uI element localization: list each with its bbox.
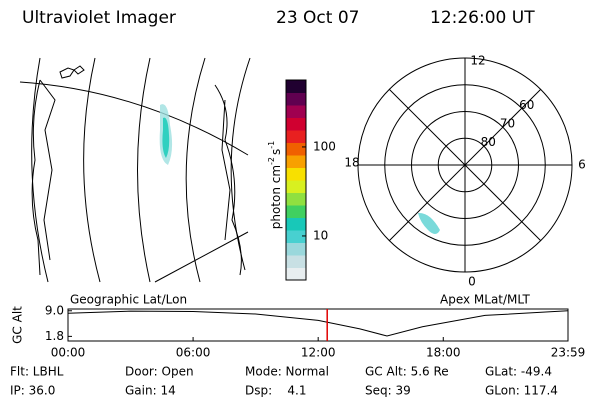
colorbar-swatch (286, 192, 306, 206)
colorbar-swatch (286, 230, 306, 243)
colorbar-swatch (286, 155, 306, 168)
orbit-xtick-label: 06:00 (176, 346, 211, 360)
status-field: Seq: 39 (365, 384, 411, 398)
polar-mlt-label: 12 (470, 54, 485, 68)
colorbar-exp: -2 (267, 157, 276, 165)
geographic-map (19, 57, 251, 283)
colorbar-swatch (286, 130, 306, 143)
polar-axis (388, 88, 542, 242)
status-field: Mode: Normal (245, 365, 329, 379)
colorbar-swatch (286, 105, 306, 118)
colorbar-exp: -1 (267, 141, 276, 149)
orbit-xtick-label: 18:00 (426, 346, 461, 360)
colorbar-frame (285, 79, 307, 281)
colorbar-swatch (286, 217, 306, 231)
polar-ring (384, 84, 546, 246)
polar-ring (437, 137, 493, 193)
status-field: Dsp: 4.1 (245, 384, 307, 398)
status-field: GLat: -49.4 (485, 365, 552, 379)
instrument: Ultraviolet Imager (22, 8, 176, 28)
polar-mlt-label: 6 (578, 158, 586, 172)
status-field: Door: Open (125, 365, 194, 379)
map-label: Geographic Lat/Lon (70, 293, 187, 307)
orbit-curve (67, 310, 569, 337)
colorbar-tick-label: 100 (313, 139, 336, 153)
polar-ring-label: 60 (519, 98, 534, 112)
colorbar-swatch (286, 92, 306, 106)
colorbar-swatch (286, 205, 306, 218)
polar-mlt-label: 18 (344, 156, 359, 170)
time: 12:26:00 UT (430, 8, 535, 28)
colorbar-unit: s (269, 149, 283, 155)
status-field: IP: 36.0 (10, 384, 55, 398)
colorbar-swatch (286, 267, 306, 281)
orbit-xtick-label: 12:00 (301, 346, 336, 360)
colorbar-swatch (286, 167, 306, 181)
date: 23 Oct 07 (276, 8, 359, 28)
polar-ring-label: 80 (481, 135, 496, 149)
colorbar-swatch (286, 80, 306, 93)
polar-ring (411, 111, 519, 219)
colorbar-swatch (286, 142, 306, 156)
colorbar-swatch (286, 242, 306, 256)
orbit-xtick-label: 00:00 (51, 346, 86, 360)
colorbar-swatch (286, 180, 306, 193)
colorbar-label: photon cm-2 s-1 (267, 141, 283, 230)
polar-label: Apex MLat/MLT (440, 293, 530, 307)
colorbar-unit: photon cm (269, 165, 283, 229)
colorbar-swatch (286, 255, 306, 268)
polar-mlt-label: 0 (468, 275, 476, 289)
orbit-frame (67, 308, 569, 342)
polar-plot (418, 212, 440, 234)
orbit-ylabel: GC Alt (11, 306, 25, 344)
polar-ring-label: 70 (500, 117, 515, 131)
status-field: Gain: 14 (125, 384, 176, 398)
colorbar-swatch (286, 117, 306, 131)
status-field: GC Alt: 5.6 Re (365, 365, 449, 379)
orbit-ytick-label: 9.0 (45, 303, 64, 317)
status-field: Flt: LBHL (10, 365, 64, 379)
orbit-xtick-label: 23:59 (551, 346, 586, 360)
status-field: GLon: 117.4 (485, 384, 558, 398)
colorbar-tick-label: 10 (313, 228, 328, 242)
orbit-ytick-label: 1.8 (45, 329, 64, 343)
